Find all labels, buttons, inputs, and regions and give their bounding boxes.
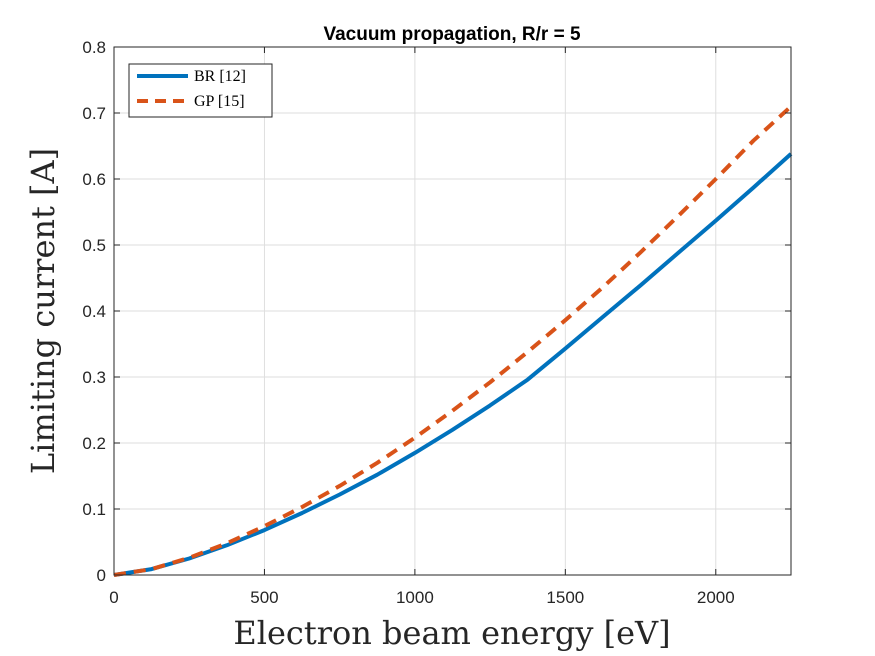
ticks	[113, 46, 791, 576]
y-axis-label: Limiting current [A]	[24, 148, 62, 474]
y-tick-label: 0.4	[82, 302, 106, 321]
x-tick-label: 500	[250, 588, 278, 607]
y-tick-label: 0	[97, 566, 106, 585]
y-tick-label: 0.3	[82, 368, 106, 387]
y-tick-label: 0.5	[82, 236, 106, 255]
y-tick-label: 0.6	[82, 170, 106, 189]
series-line-br	[113, 152, 793, 577]
y-tick-label: 0.8	[82, 38, 106, 57]
x-tick-label: 1500	[546, 588, 584, 607]
y-tick-label: 0.2	[82, 434, 106, 453]
x-tick-label: 1000	[396, 588, 434, 607]
legend: BR [12] GP [15]	[128, 63, 273, 118]
legend-label-br: BR [12]	[194, 68, 246, 85]
tick-labels: 0 500 1000 1500 2000 0 0.1 0.2 0.3 0.4 0.5 0.6 0.7 0.…	[82, 38, 734, 607]
grid	[114, 47, 791, 575]
x-tick-label: 0	[109, 588, 118, 607]
y-tick-label: 0.7	[82, 104, 106, 123]
series-layer	[113, 104, 793, 577]
y-tick-label: 0.1	[82, 500, 106, 519]
x-tick-label: 2000	[697, 588, 735, 607]
legend-label-gp: GP [15]	[194, 93, 245, 110]
legend-box	[128, 63, 273, 118]
x-axis-label: Electron beam energy [eV]	[233, 614, 670, 652]
chart-title: Vacuum propagation, R/r = 5	[323, 24, 581, 45]
